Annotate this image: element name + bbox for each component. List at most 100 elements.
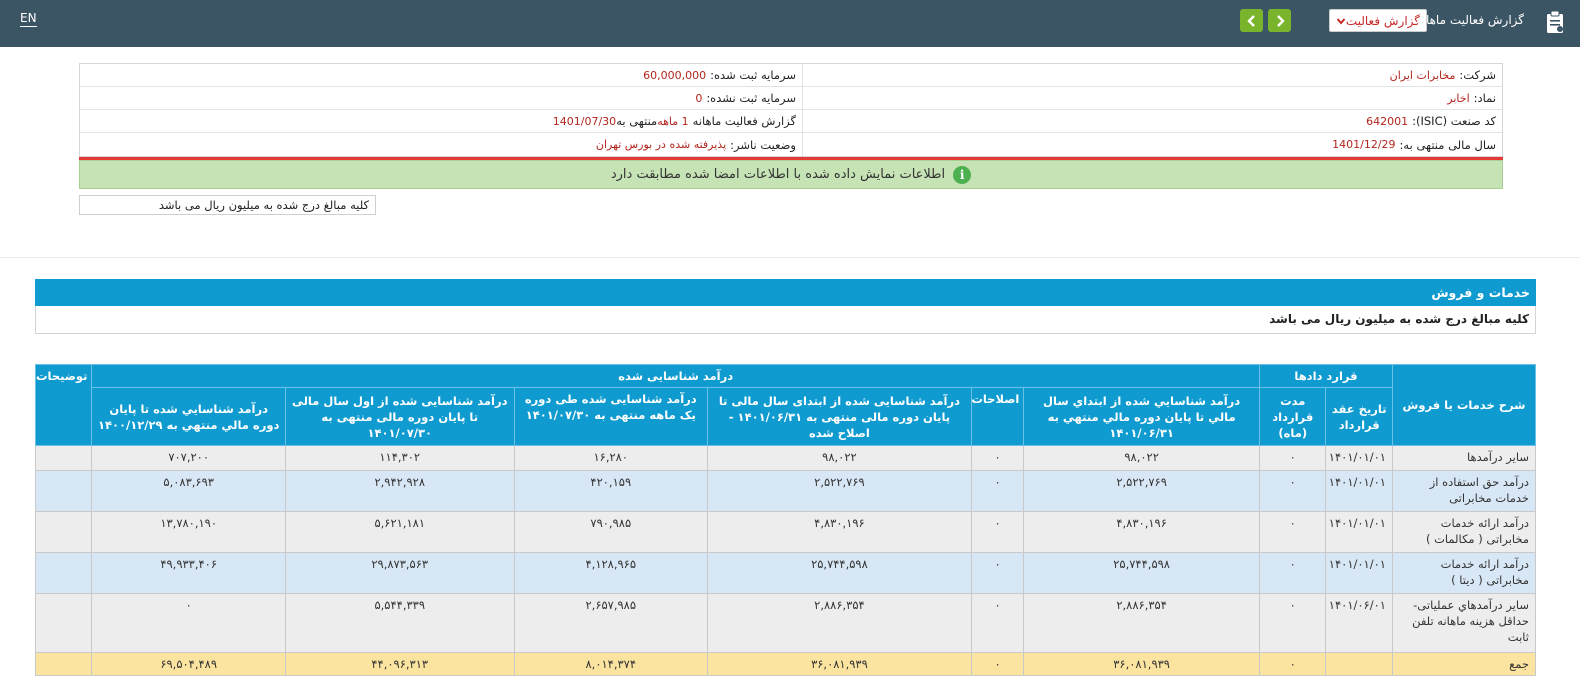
total-revenue-month: ۸,۰۱۴,۳۷۴ [513, 652, 708, 676]
row-revenue-start-corrected: ۲۵,۷۴۴,۵۹۸ [706, 552, 972, 594]
row-revenue-prev-year: ۷۰۷,۲۰۰ [91, 445, 286, 471]
row-contract-term: ۰ [1258, 445, 1327, 471]
table-row: سایر درآمدهاي عملیاتی- حداقل هزینه ماهان… [34, 593, 1537, 653]
total-revenue-start-corrected: ۳۶,۰۸۱,۹۳۹ [706, 652, 972, 676]
section-title: خدمات و فروش [35, 279, 1536, 306]
registered-capital-value: 60,000,000 [643, 68, 707, 82]
next-report-button[interactable] [1268, 9, 1291, 32]
company-value: مخابرات ایران [1389, 68, 1456, 82]
row-revenue-month: ۲,۶۵۷,۹۸۵ [513, 593, 708, 653]
row-revenue-prev-year: ۴۹,۹۳۳,۴۰۶ [91, 552, 286, 594]
row-corrections: ۰ [970, 470, 1025, 512]
table-row: سایر درآمدها ۱۴۰۱/۰۱/۰۱ ۰ ۹۸,۰۲۲ ۰ ۹۸,۰۲… [34, 445, 1537, 471]
report-end-value: 1401/07/30 [552, 114, 617, 128]
info-row-isic: کد صنعت (ISIC): 642001 گزارش فعالیت ماها… [80, 110, 1502, 133]
info-row-fiscal: سال مالی منتهی به: 1401/12/29 وضعیت ناشر… [80, 133, 1502, 156]
row-revenue-start-corrected: ۹۸,۰۲۲ [706, 445, 972, 471]
row-corrections: ۰ [970, 445, 1025, 471]
row-revenue-start-prev: ۴,۸۳۰,۱۹۶ [1023, 511, 1260, 553]
chevron-down-icon [1336, 18, 1346, 25]
total-corrections: ۰ [970, 652, 1025, 676]
divider-line [79, 157, 1503, 160]
header-description: شرح خدمات یا فروش [1391, 364, 1537, 446]
report-period-value: 1 ماهه [657, 114, 689, 128]
row-contract-term: ۰ [1258, 511, 1327, 553]
total-revenue-ytd: ۴۴,۰۹۶,۳۱۳ [284, 652, 515, 676]
row-notes [34, 552, 93, 594]
header-contracts: قرارد دادها [1258, 364, 1393, 388]
table-row: درآمد ارائه خدمات مخابراتی ( دیتا ) ۱۴۰۱… [34, 552, 1537, 594]
table-row: درآمد ارائه خدمات مخابراتی ( مکالمات ) ۱… [34, 511, 1537, 553]
row-revenue-start-prev: ۲۵,۷۴۴,۵۹۸ [1023, 552, 1260, 594]
row-description: سایر درآمدها [1391, 445, 1537, 471]
row-revenue-start-prev: ۲,۵۲۲,۷۶۹ [1023, 470, 1260, 512]
language-switch[interactable]: EN [20, 11, 37, 27]
row-contract-term: ۰ [1258, 470, 1327, 512]
row-description: درآمد ارائه خدمات مخابراتی ( مکالمات ) [1391, 511, 1537, 553]
info-icon: i [953, 165, 972, 184]
unit-note: کلیه مبالغ درج شده به میلیون ریال می باش… [79, 195, 376, 215]
top-bar: EN گزارش فعالیت گزارش فعالیت ماهانه [0, 0, 1580, 47]
report-type-select[interactable]: گزارش فعالیت [1329, 9, 1427, 32]
row-revenue-prev-year: ۵,۰۸۳,۶۹۳ [91, 470, 286, 512]
table-total-row: جمع ۰ ۳۶,۰۸۱,۹۳۹ ۰ ۳۶,۰۸۱,۹۳۹ ۸,۰۱۴,۳۷۴ … [34, 652, 1537, 676]
row-contract-date: ۱۴۰۱/۰۱/۰۱ [1325, 552, 1393, 594]
info-row-company: شرکت: مخابرات ایران سرمایه ثبت شده: 60,0… [80, 64, 1502, 87]
total-revenue-start-prev: ۳۶,۰۸۱,۹۳۹ [1023, 652, 1260, 676]
symbol-label: نماد: [1473, 91, 1496, 105]
chevron-left-icon [1246, 14, 1255, 27]
row-contract-date: ۱۴۰۱/۰۱/۰۱ [1325, 445, 1393, 471]
row-revenue-start-corrected: ۲,۵۲۲,۷۶۹ [706, 470, 972, 512]
row-revenue-prev-year: ۰ [91, 593, 286, 653]
row-revenue-start-corrected: ۲,۸۸۶,۳۵۴ [706, 593, 972, 653]
total-description: جمع [1391, 652, 1537, 676]
row-description: درآمد حق استفاده از خدمات مخابراتی [1391, 470, 1537, 512]
clipboard-icon [1547, 10, 1563, 33]
row-revenue-month: ۴,۱۲۸,۹۶۵ [513, 552, 708, 594]
row-revenue-start-prev: ۹۸,۰۲۲ [1023, 445, 1260, 471]
unregistered-capital-label: سرمایه ثبت نشده: [706, 91, 796, 105]
registered-capital-label: سرمایه ثبت شده: [710, 68, 796, 82]
isic-value: 642001 [1366, 114, 1409, 128]
info-row-symbol: نماد: اخابر سرمایه ثبت نشده: 0 [80, 87, 1502, 110]
row-revenue-prev-year: ۱۳,۷۸۰,۱۹۰ [91, 511, 286, 553]
report-end-label: منتهی به [616, 114, 658, 128]
header-revenue-start-corrected: درآمد شناسایی شده از ابتدای سال مالی تا … [706, 387, 972, 446]
services-sales-table: شرح خدمات یا فروش قرارد دادها درآمد شناس… [34, 364, 1537, 676]
header-revenue-month: درآمد شناسایی شده طی دوره یک ماهه منتهی … [513, 387, 708, 446]
row-notes [34, 470, 93, 512]
row-revenue-month: ۷۹۰,۹۸۵ [513, 511, 708, 553]
row-contract-term: ۰ [1258, 593, 1327, 653]
row-contract-date: ۱۴۰۱/۰۱/۰۱ [1325, 470, 1393, 512]
header-revenue-start-prev: درآمد شناسايي شده از ابتداي سال مالي تا … [1023, 387, 1260, 446]
section-unit-note: کلیه مبالغ درج شده به میلیون ریال می باش… [35, 306, 1536, 334]
verification-notice: i اطلاعات نمایش داده شده با اطلاعات امضا… [79, 160, 1503, 189]
row-corrections: ۰ [970, 511, 1025, 553]
report-period-label: گزارش فعالیت ماهانه [692, 114, 796, 128]
total-revenue-prev-year: ۶۹,۵۰۴,۴۸۹ [91, 652, 286, 676]
header-corrections: اصلاحات [970, 387, 1025, 446]
company-info-panel: شرکت: مخابرات ایران سرمایه ثبت شده: 60,0… [79, 63, 1503, 157]
symbol-value: اخابر [1447, 91, 1470, 105]
fiscal-year-label: سال مالی منتهی به: [1399, 137, 1496, 152]
row-revenue-start-prev: ۲,۸۸۶,۳۵۴ [1023, 593, 1260, 653]
row-revenue-ytd: ۲۹,۸۷۳,۵۶۳ [284, 552, 515, 594]
header-revenue: درآمد شناسایی شده [91, 364, 1260, 388]
issuer-status-label: وضعیت ناشر: [730, 137, 796, 152]
report-type-selected: گزارش فعالیت [1345, 13, 1420, 28]
header-contract-term: مدت قرارداد (ماه) [1258, 387, 1327, 446]
row-contract-date: ۱۴۰۱/۰۶/۰۱ [1325, 593, 1393, 653]
row-contract-date: ۱۴۰۱/۰۱/۰۱ [1325, 511, 1393, 553]
row-revenue-ytd: ۵,۶۲۱,۱۸۱ [284, 511, 515, 553]
report-title: گزارش فعالیت ماهانه [1416, 13, 1524, 27]
chevron-right-icon [1276, 14, 1285, 27]
row-corrections: ۰ [970, 552, 1025, 594]
row-revenue-month: ۱۶,۲۸۰ [513, 445, 708, 471]
total-contract-term: ۰ [1258, 652, 1327, 676]
isic-label: کد صنعت (ISIC): [1412, 114, 1496, 128]
previous-report-button[interactable] [1240, 9, 1263, 32]
row-notes [34, 511, 93, 553]
header-notes: توضیحات [34, 364, 93, 446]
issuer-status-value: پذیرفته شده در بورس تهران [595, 138, 727, 151]
row-revenue-month: ۴۲۰,۱۵۹ [513, 470, 708, 512]
